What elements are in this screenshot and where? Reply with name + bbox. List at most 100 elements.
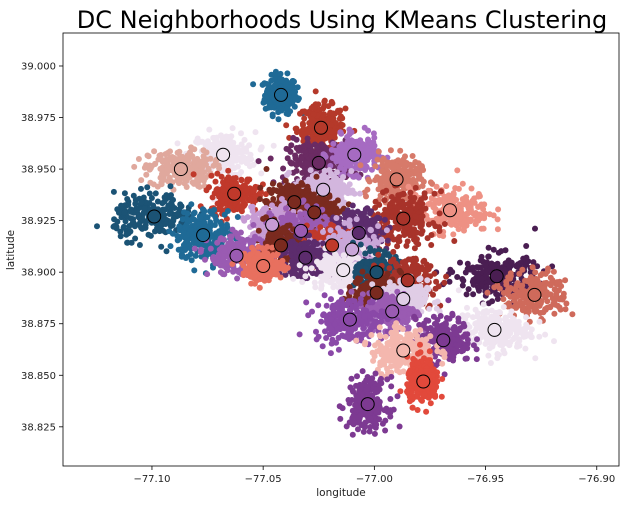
data-point: [293, 167, 300, 174]
data-point: [127, 208, 134, 215]
data-point: [141, 164, 148, 171]
data-point: [278, 214, 285, 221]
data-point: [327, 109, 334, 116]
data-point: [443, 183, 450, 190]
data-point: [234, 214, 241, 220]
data-point: [292, 152, 299, 159]
data-point: [202, 256, 208, 263]
data-point: [94, 223, 100, 230]
data-point: [174, 140, 181, 147]
data-point: [167, 156, 174, 163]
data-point: [336, 115, 343, 122]
data-point: [283, 145, 290, 152]
data-point: [161, 158, 168, 165]
data-point: [169, 202, 175, 209]
data-point: [418, 230, 425, 237]
data-point: [181, 180, 188, 187]
data-point: [205, 166, 212, 173]
data-point: [167, 183, 174, 190]
data-point: [384, 237, 391, 244]
data-point: [300, 143, 307, 150]
data-point: [191, 180, 197, 187]
data-point: [239, 205, 245, 212]
data-point: [308, 153, 315, 159]
data-point: [363, 146, 370, 153]
data-point: [118, 202, 125, 209]
data-point: [299, 131, 305, 138]
data-point: [346, 126, 353, 133]
data-point: [321, 103, 328, 110]
data-point: [225, 142, 232, 149]
data-point: [379, 157, 385, 164]
data-point: [438, 188, 444, 195]
data-point: [110, 223, 117, 230]
data-point: [309, 136, 316, 142]
data-point: [206, 126, 213, 133]
data-point: [490, 212, 497, 219]
data-point: [196, 161, 202, 168]
data-point: [388, 199, 395, 206]
data-point: [140, 194, 147, 201]
data-point: [144, 152, 151, 159]
data-point: [400, 228, 407, 235]
data-point: [286, 85, 293, 92]
data-point: [211, 222, 218, 228]
data-point: [213, 186, 220, 193]
data-point: [285, 233, 291, 240]
data-point: [436, 228, 443, 234]
data-point: [176, 223, 183, 230]
data-point: [289, 183, 296, 189]
data-point: [292, 95, 299, 102]
data-point: [225, 167, 232, 174]
data-point: [170, 215, 177, 222]
data-point: [381, 175, 388, 182]
data-point: [220, 256, 227, 263]
data-point: [381, 197, 388, 204]
data-point: [335, 225, 342, 232]
data-point: [323, 146, 330, 152]
data-point: [293, 145, 300, 151]
data-point: [275, 100, 282, 107]
data-point: [162, 221, 169, 227]
data-point: [341, 144, 348, 150]
data-point: [304, 192, 311, 199]
data-point: [287, 148, 294, 155]
data-point: [293, 136, 300, 143]
data-point: [308, 105, 315, 111]
data-point: [174, 232, 181, 239]
data-point: [136, 242, 143, 248]
data-point: [318, 133, 325, 140]
data-point: [138, 199, 145, 206]
data-point: [111, 216, 118, 223]
data-point: [367, 210, 373, 217]
data-point: [376, 201, 383, 208]
data-point: [209, 148, 216, 155]
data-point: [248, 204, 255, 210]
data-point: [495, 206, 502, 213]
data-point: [284, 99, 291, 106]
data-point: [210, 162, 217, 169]
data-point: [257, 184, 264, 191]
data-point: [228, 148, 235, 155]
data-point: [281, 199, 288, 206]
data-point: [243, 187, 250, 194]
data-point: [333, 188, 340, 195]
data-point: [284, 155, 291, 162]
data-point: [431, 190, 438, 197]
data-point: [243, 160, 250, 167]
data-point: [176, 180, 182, 187]
data-point: [219, 225, 226, 232]
data-point: [363, 193, 369, 200]
data-point: [142, 218, 149, 225]
data-point: [328, 207, 335, 214]
data-point: [374, 156, 381, 163]
data-point: [459, 180, 466, 187]
data-point: [307, 143, 314, 150]
data-point: [147, 179, 154, 186]
data-point: [310, 111, 317, 118]
data-point: [211, 206, 218, 213]
data-point: [410, 229, 417, 236]
data-point: [256, 196, 263, 203]
data-point: [375, 223, 382, 229]
data-point: [312, 230, 319, 237]
